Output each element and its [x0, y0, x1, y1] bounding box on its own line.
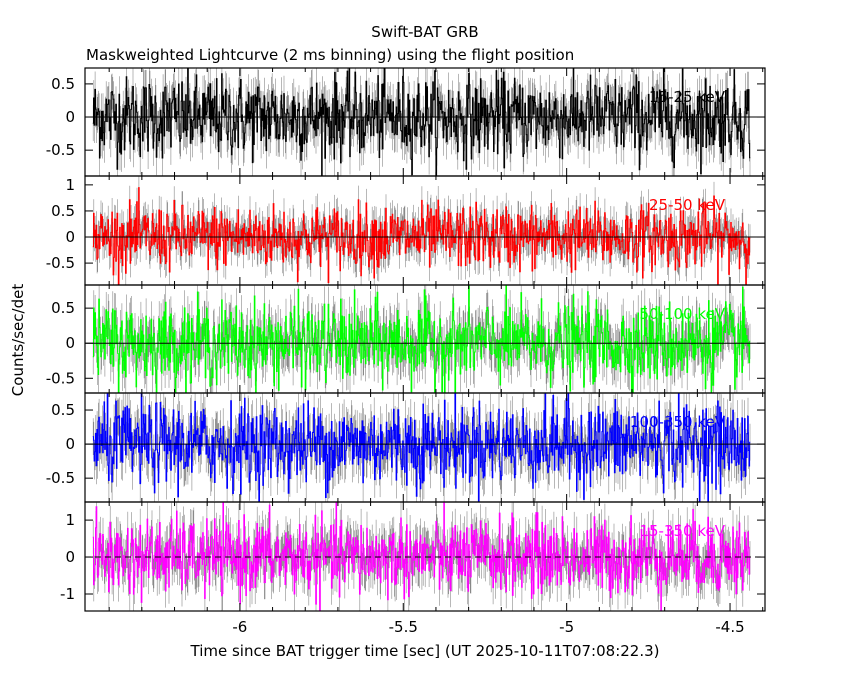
y-tick-label: -1	[60, 585, 75, 603]
y-tick-label: 0.5	[51, 75, 75, 93]
y-tick-label: 0.5	[51, 401, 75, 419]
y-tick-label: 0	[65, 108, 75, 126]
y-tick-label: 0	[65, 435, 75, 453]
chart-subtitle: Maskweighted Lightcurve (2 ms binning) u…	[86, 46, 574, 64]
y-tick-label: -0.5	[46, 254, 75, 272]
band-label: 100-350 keV	[630, 413, 726, 431]
y-tick-label: 0	[65, 334, 75, 352]
y-tick-label: 0.5	[51, 299, 75, 317]
panel-50-100-keV: 0.5 0 -0.5 50-100 keV	[46, 284, 766, 394]
x-axis-label: Time since BAT trigger time [sec] (UT 20…	[190, 642, 660, 660]
panel-100-350-keV: 0.5 0 -0.5 100-350 keV	[46, 392, 766, 503]
series-group	[92, 176, 751, 285]
band-label: 15-350 keV	[639, 522, 725, 540]
y-tick-label: -0.5	[46, 141, 75, 159]
y-axis-label: Counts/sec/det	[9, 284, 27, 397]
y-tick-label: 1	[65, 511, 75, 529]
series-line	[92, 68, 751, 176]
x-tick-label: -6	[232, 618, 247, 636]
series-group	[92, 502, 751, 611]
x-tick-label: -5.5	[389, 618, 418, 636]
chart-title: Swift-BAT GRB	[371, 23, 478, 41]
y-tick-label: 1	[65, 176, 75, 194]
x-tick-label: -4.5	[715, 618, 744, 636]
panel-25-50-keV: 1 0.5 0 -0.5 25-50 keV	[46, 175, 766, 286]
series-line	[92, 502, 751, 611]
series-group	[92, 393, 751, 502]
panel-15-350-keV: 1 0 -1 15-350 keV	[60, 501, 766, 612]
series-line	[92, 187, 751, 285]
y-tick-label: -0.5	[46, 369, 75, 387]
series-group	[92, 285, 751, 393]
band-label: 25-50 keV	[649, 196, 726, 214]
band-label: 50-100 keV	[639, 305, 725, 323]
series-line	[92, 393, 751, 502]
x-tick-label: -5	[559, 618, 574, 636]
y-tick-label: 0	[65, 228, 75, 246]
y-tick-label: 0	[65, 548, 75, 566]
y-tick-label: -0.5	[46, 469, 75, 487]
panel-frame	[84, 501, 766, 612]
series-group	[92, 68, 751, 176]
series-line	[92, 285, 751, 393]
band-label: 15-25 keV	[649, 88, 726, 106]
y-tick-label: 0.5	[51, 202, 75, 220]
